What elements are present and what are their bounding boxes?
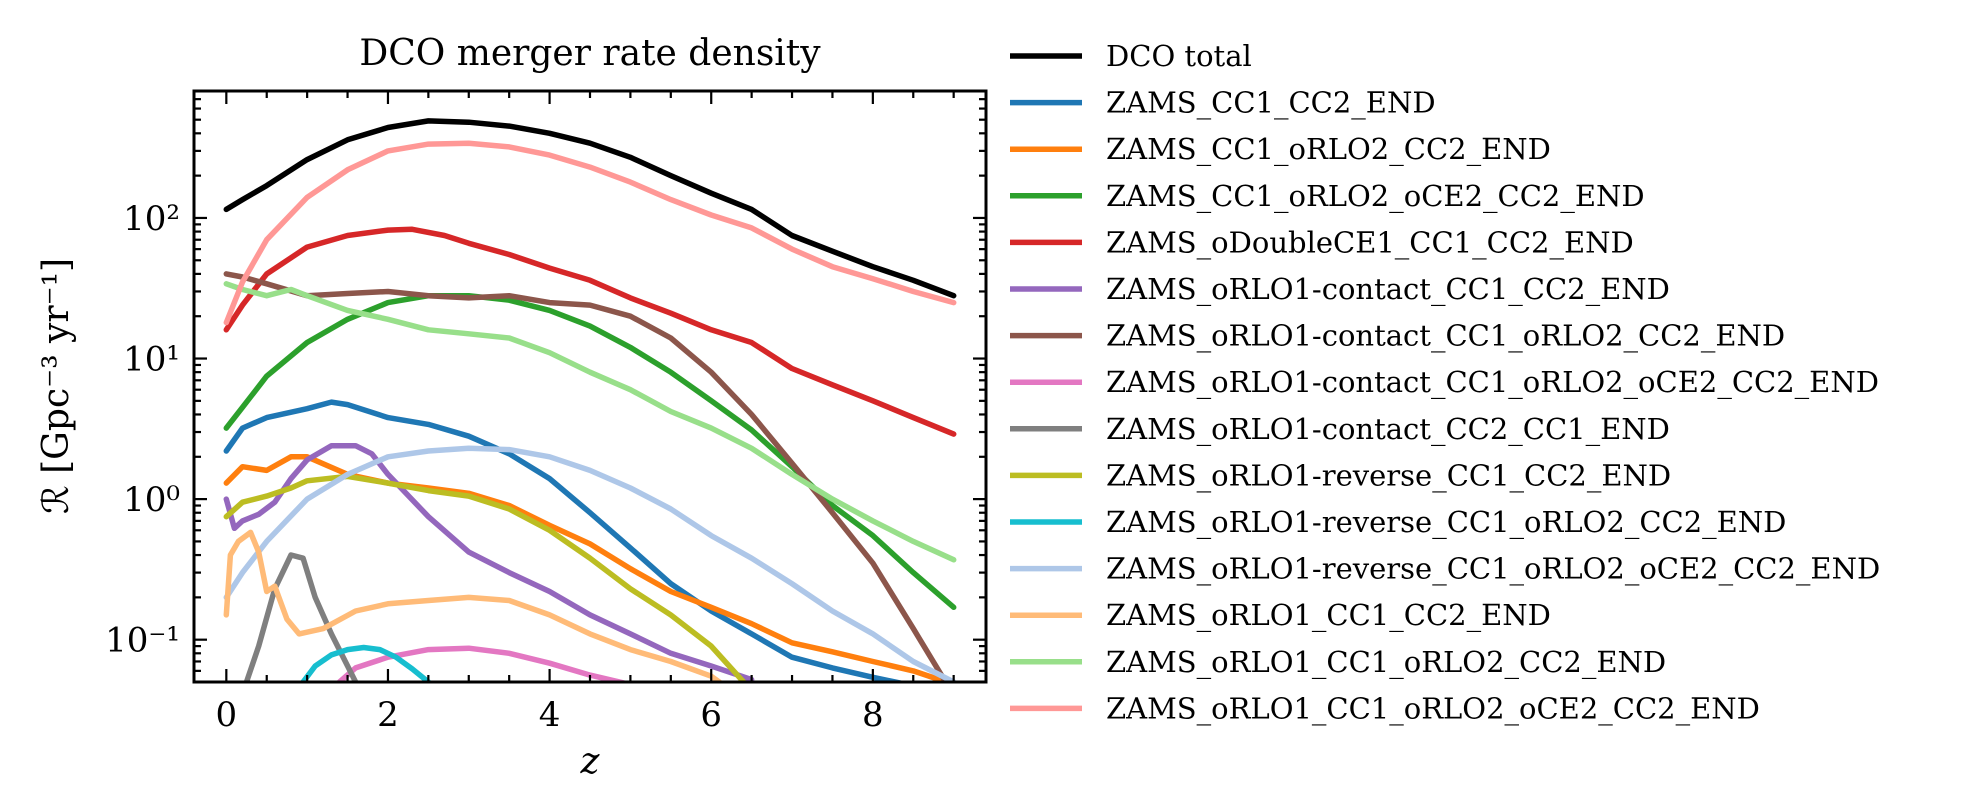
legend-label-9: ZAMS_oRLO1-reverse_CC1_CC2_END <box>1106 458 1671 493</box>
x-tick-label: 6 <box>700 695 722 735</box>
legend-label-2: ZAMS_CC1_oRLO2_CC2_END <box>1106 132 1551 167</box>
series-layer <box>223 118 957 682</box>
y-tick-label: 10¹ <box>123 340 180 380</box>
y-tick-label: 10² <box>123 199 180 239</box>
series-line-3 <box>223 292 957 611</box>
y-tick-label: 10⁻¹ <box>105 621 180 661</box>
legend-label-14: ZAMS_oRLO1_CC1_oRLO2_oCE2_CC2_END <box>1106 691 1760 726</box>
chart-title: DCO merger rate density <box>359 33 821 74</box>
x-tick-label: 0 <box>216 695 238 735</box>
legend-label-12: ZAMS_oRLO1_CC1_CC2_END <box>1106 598 1551 633</box>
x-tick-label: 8 <box>862 695 884 735</box>
series-line-4 <box>223 226 957 437</box>
x-tick-label: 4 <box>539 695 561 735</box>
series-line-8 <box>243 552 359 682</box>
legend: DCO total ZAMS_CC1_CC2_END ZAMS_CC1_oRLO2_… <box>1010 39 1880 726</box>
axes-layer: 0 2 4 6 8 10⁻¹ 10⁰ 10¹ 10² <box>105 89 988 735</box>
series-line-12 <box>223 529 723 682</box>
legend-label-4: ZAMS_oDoubleCE1_CC1_CC2_END <box>1106 225 1634 260</box>
y-tick-label: 10⁰ <box>123 480 180 520</box>
series-line-7 <box>336 645 632 682</box>
legend-label-0: DCO total <box>1106 39 1252 73</box>
legend-label-11: ZAMS_oRLO1-reverse_CC1_oRLO2_oCE2_CC2_EN… <box>1106 552 1880 587</box>
legend-label-5: ZAMS_oRLO1-contact_CC1_CC2_END <box>1106 272 1670 307</box>
series-line-2 <box>223 454 955 682</box>
legend-label-13: ZAMS_oRLO1_CC1_oRLO2_CC2_END <box>1106 645 1666 680</box>
legend-label-3: ZAMS_CC1_oRLO2_oCE2_CC2_END <box>1106 179 1645 214</box>
legend-label-10: ZAMS_oRLO1-reverse_CC1_oRLO2_CC2_END <box>1106 505 1786 540</box>
legend-label-6: ZAMS_oRLO1-contact_CC1_oRLO2_CC2_END <box>1106 319 1785 354</box>
series-line-9 <box>223 473 747 682</box>
x-axis-title: z <box>580 741 601 782</box>
series-line-13 <box>223 281 957 563</box>
y-axis-title: ℛ [Gpc⁻³ yr⁻¹] <box>36 258 77 514</box>
legend-label-7: ZAMS_oRLO1-contact_CC1_oRLO2_oCE2_CC2_EN… <box>1106 365 1879 400</box>
x-tick-label: 2 <box>377 695 399 735</box>
series-line-11 <box>223 445 957 682</box>
series-line-0 <box>223 118 957 299</box>
series-line-5 <box>223 442 755 682</box>
series-line-14 <box>223 140 957 326</box>
series-line-1 <box>223 399 909 682</box>
legend-label-1: ZAMS_CC1_CC2_END <box>1106 86 1436 121</box>
series-line-10 <box>300 644 432 682</box>
legend-label-8: ZAMS_oRLO1-contact_CC2_CC1_END <box>1106 412 1670 447</box>
